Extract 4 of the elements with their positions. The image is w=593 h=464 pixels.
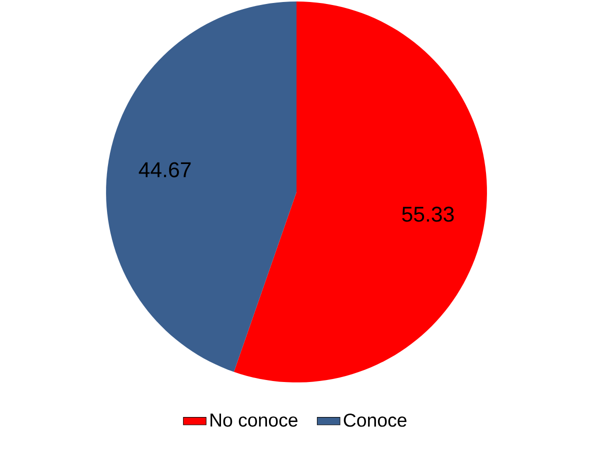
- legend-label: Conoce: [344, 414, 406, 427]
- data-label: 44.67: [138, 162, 191, 178]
- legend-label: No conoce: [210, 414, 298, 427]
- data-label: 55.33: [402, 206, 454, 222]
